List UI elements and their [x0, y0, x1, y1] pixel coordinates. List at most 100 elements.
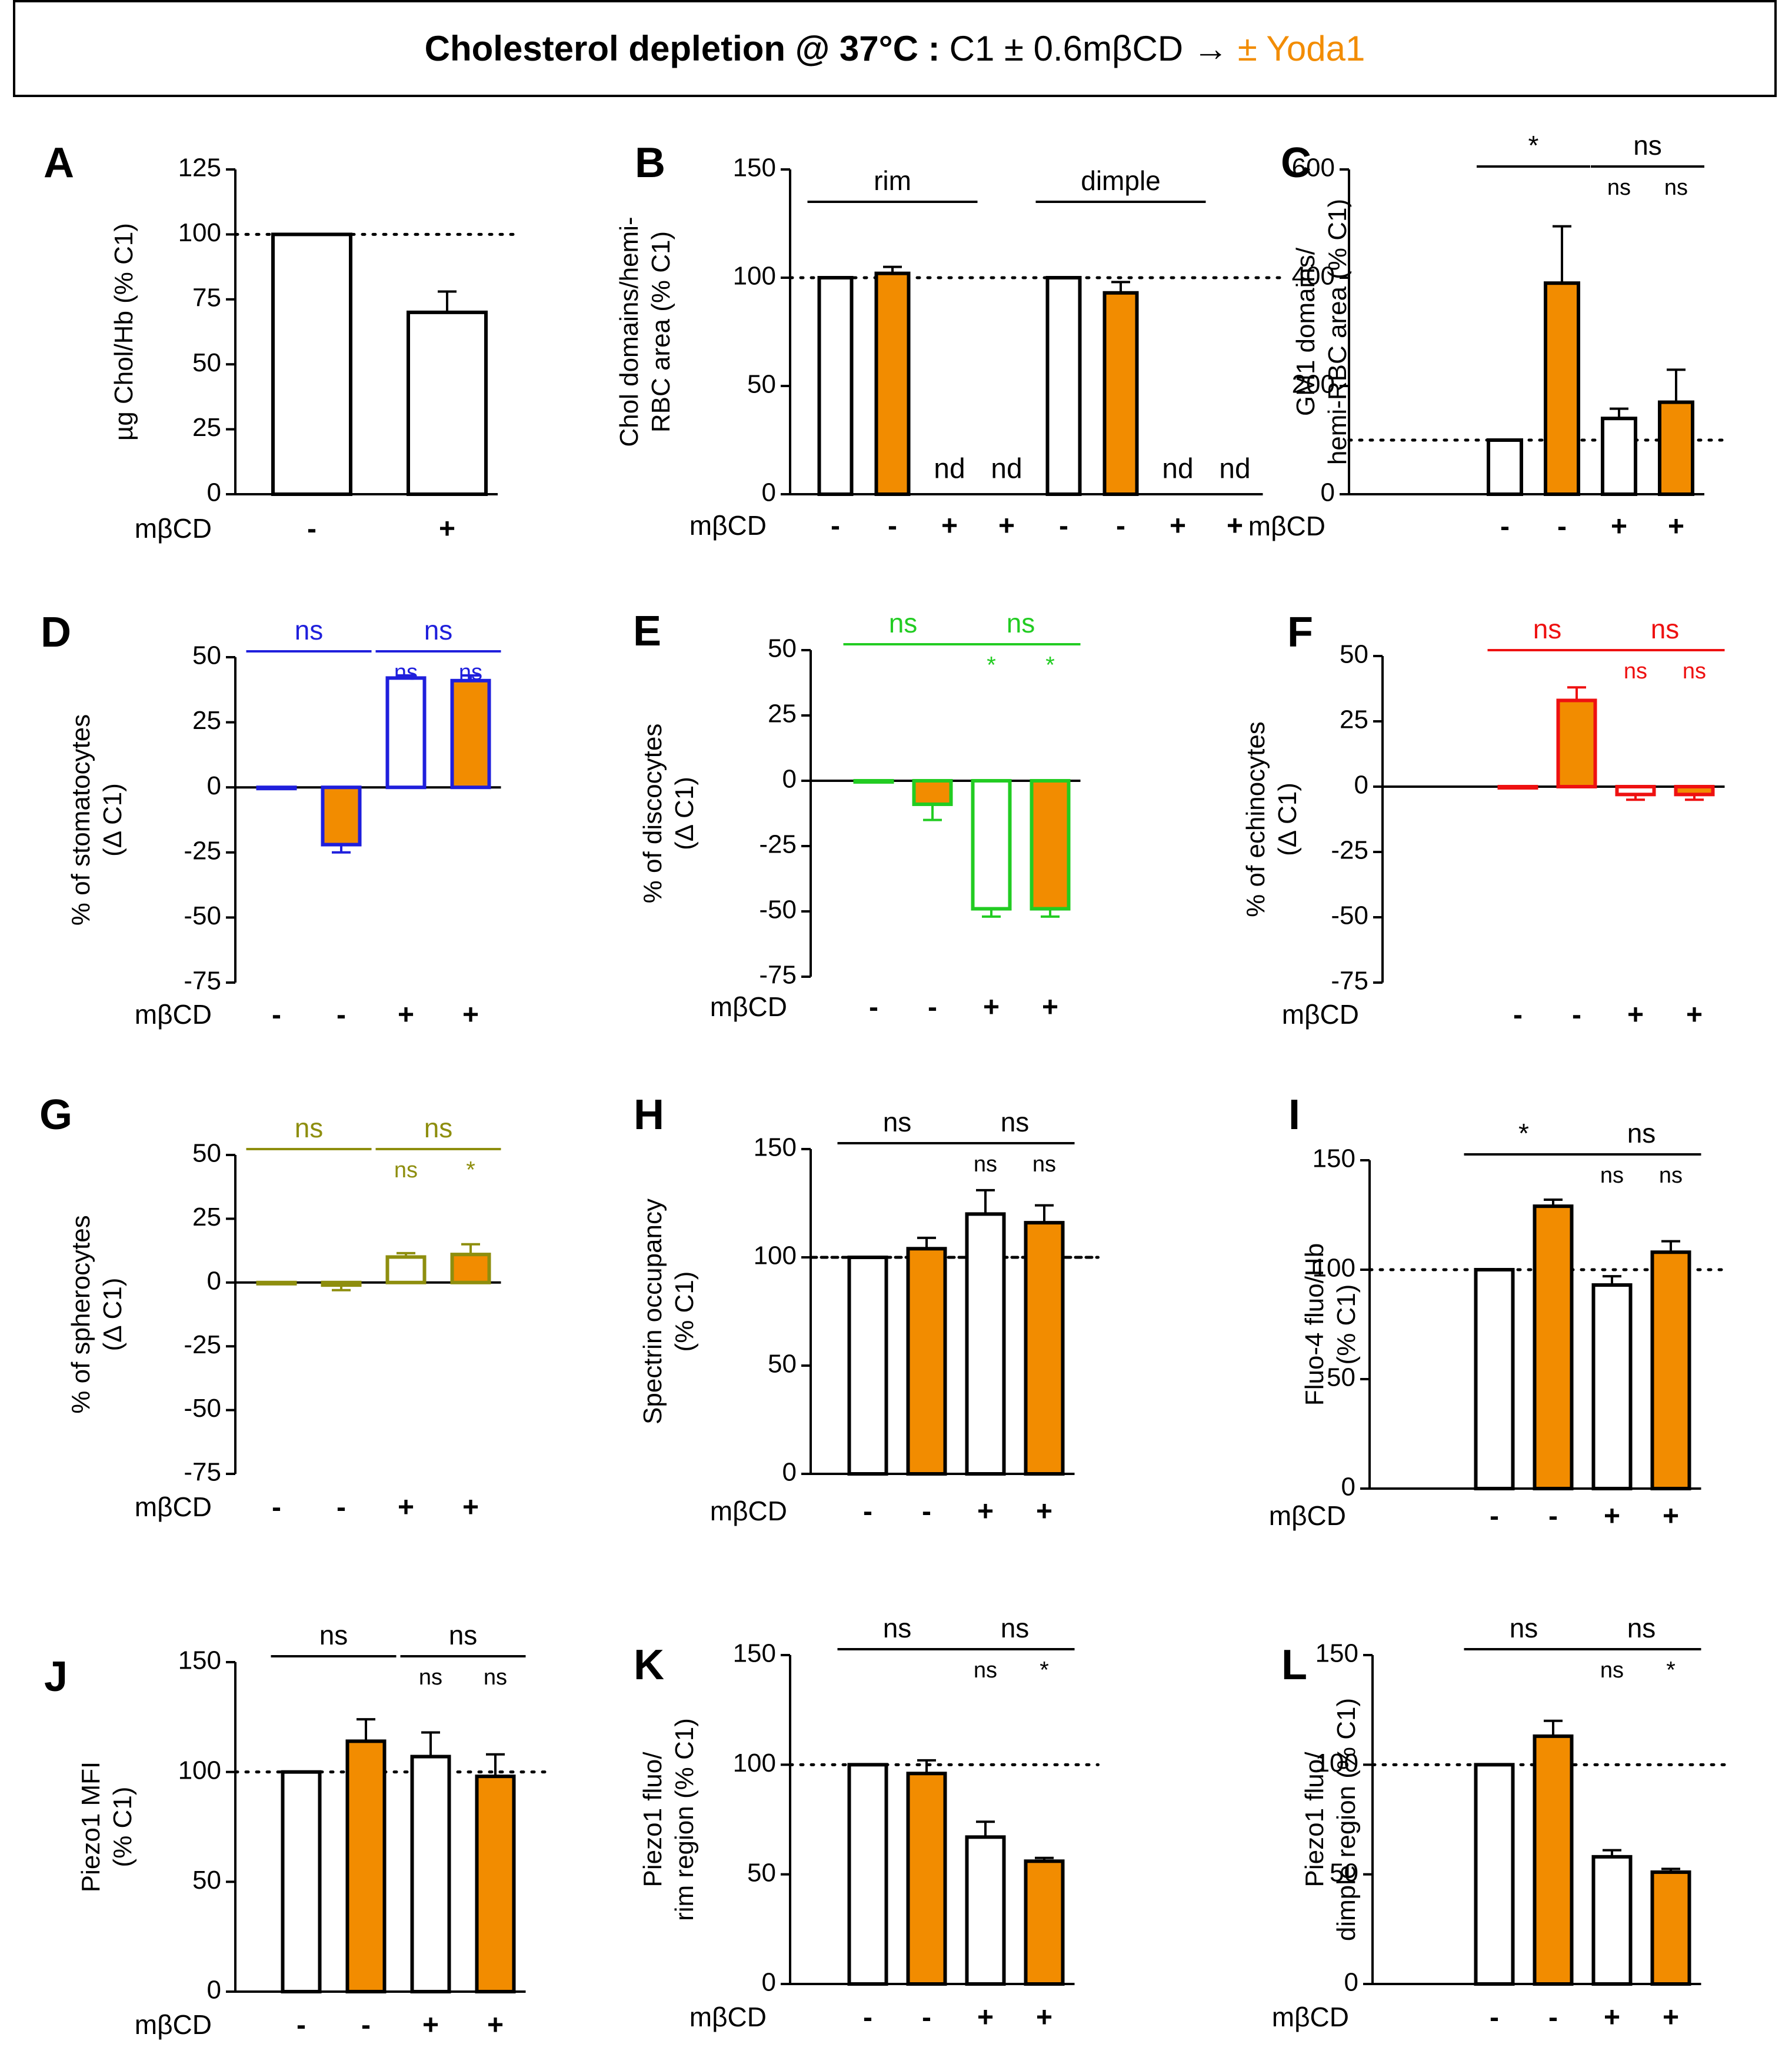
treatment-label: mβCD — [1272, 2002, 1349, 2032]
bar — [1045, 276, 1082, 496]
treatment-value: + — [1036, 1496, 1052, 1527]
y-tick-label: 25 — [192, 1203, 221, 1231]
y-axis-label-line: Piezo1 fluo/ — [1300, 1752, 1329, 1887]
panel-l: L 0 50 100 150 Piezo1 fluo/dimple region (% C… — [1272, 1613, 1726, 2033]
y-tick-label: 25 — [768, 700, 797, 728]
panel-letter: A — [44, 139, 74, 187]
treatment-value: + — [1042, 992, 1058, 1023]
treatment-label: mβCD — [135, 1492, 212, 1522]
bar — [1533, 1204, 1574, 1491]
significance-label: ns — [1007, 608, 1035, 638]
treatment-value: - — [337, 1000, 346, 1031]
bar — [450, 678, 491, 790]
bar — [1474, 1763, 1515, 1986]
y-tick-label: 50 — [768, 1350, 797, 1379]
panel-letter: D — [41, 609, 71, 656]
treatment-label: mβCD — [135, 999, 212, 1030]
treatment-value: + — [462, 1492, 479, 1523]
bar — [385, 676, 427, 790]
y-tick-label: 100 — [733, 262, 776, 291]
bar — [1024, 1859, 1065, 1986]
y-tick-label: 0 — [1344, 1968, 1358, 1997]
y-tick-label: 150 — [1315, 1639, 1358, 1668]
significance-label: dimple — [1081, 165, 1161, 196]
significance-label: ns — [319, 1620, 348, 1650]
bar — [1487, 438, 1523, 496]
y-axis-label: Fluo-4 fluo/Hb (% C1) — [1300, 1243, 1361, 1406]
treatment-value: - — [1548, 2002, 1558, 2033]
significance-label: ns — [1651, 614, 1680, 644]
header-bold: Cholesterol depletion @ 37°C : — [424, 29, 940, 68]
y-tick-label: -50 — [1331, 901, 1368, 930]
panel-letter: J — [44, 1653, 68, 1700]
bar-significance-label: * — [1666, 1657, 1676, 1683]
y-axis-label-line: RBC area (% C1) — [647, 231, 675, 432]
significance-label: ns — [424, 615, 453, 645]
treatment-value: + — [1686, 1000, 1703, 1031]
treatment-value: + — [398, 1492, 414, 1523]
treatment-value: + — [941, 511, 958, 542]
y-tick-label: 200 — [1292, 370, 1335, 399]
y-tick-label: 400 — [1292, 262, 1335, 291]
significance-label: ns — [1627, 1118, 1656, 1148]
bar — [450, 1253, 491, 1284]
treatment-value: - — [1500, 511, 1510, 542]
bar-significance-label: ns — [419, 1665, 442, 1690]
bar-significance-label: ns — [1664, 175, 1688, 200]
panel-f: F -75 -50 -25 0 25 50 % of echinocytes (Δ C1) mβC… — [1241, 609, 1725, 1031]
panel-i: I 0 50 100 150 Fluo-4 fluo/Hb (% C1) mβCD - - + + * n… — [1269, 1091, 1726, 1532]
header-yoda: ± Yoda1 — [1237, 29, 1365, 68]
bar — [1658, 400, 1694, 496]
bar — [271, 232, 352, 496]
y-tick-label: 50 — [1340, 640, 1368, 669]
panel-letter: I — [1288, 1091, 1300, 1138]
bar — [1544, 281, 1580, 496]
y-axis-label-line: (% C1) — [108, 1787, 137, 1867]
bar-significance-label: ns — [974, 1658, 997, 1683]
value-label-nd: nd — [1162, 454, 1193, 485]
treatment-label: mβCD — [135, 513, 212, 544]
y-tick-label: 0 — [1321, 478, 1335, 507]
y-tick-label: 50 — [192, 1866, 221, 1895]
bar-significance-label: ns — [1607, 175, 1631, 200]
y-tick-label: -75 — [184, 1458, 221, 1487]
bar — [874, 271, 911, 496]
y-axis-label-line: (% C1) — [1332, 1284, 1361, 1365]
bar-significance-label: ns — [484, 1665, 507, 1690]
panel-a: A 0 25 50 75 100 125 µg Chol/Hb (% C1) mβCD - + — [44, 139, 523, 545]
significance-label: ns — [1510, 1613, 1538, 1643]
y-tick-label: 0 — [1341, 1473, 1355, 1502]
y-axis-label-line: (Δ C1) — [670, 777, 699, 850]
bar — [965, 1212, 1006, 1476]
y-tick-label: 150 — [1313, 1144, 1355, 1173]
panel-h: H 0 50 100 150 Spectrin occupancy (% C1) mβCD - -… — [634, 1091, 1100, 1527]
y-tick-label: 25 — [1340, 705, 1368, 734]
y-tick-label: 50 — [747, 1858, 776, 1887]
panel-letter: B — [635, 139, 665, 187]
treatment-value: - — [361, 2010, 371, 2041]
y-tick-label: 0 — [207, 1976, 221, 2005]
bar — [1601, 417, 1637, 497]
treatment-value: + — [1663, 2002, 1679, 2033]
treatment-value: - — [272, 1000, 281, 1031]
y-tick-label: 100 — [178, 218, 221, 247]
y-tick-label: 50 — [768, 634, 797, 663]
y-tick-label: 100 — [1313, 1254, 1355, 1283]
significance-label: ns — [883, 1613, 912, 1643]
bar-significance-label: ns — [1032, 1152, 1056, 1177]
bar — [1674, 785, 1715, 797]
bar-significance-label: ns — [394, 660, 418, 685]
y-tick-label: -25 — [184, 836, 221, 865]
y-tick-label: 50 — [192, 1139, 221, 1168]
treatment-value: - — [297, 2010, 306, 2041]
bar — [847, 1256, 888, 1476]
y-tick-label: 50 — [192, 348, 221, 377]
y-tick-label: -25 — [184, 1330, 221, 1359]
treatment-value: - — [1513, 1000, 1523, 1031]
treatment-value: - — [1548, 1501, 1558, 1532]
y-axis-label-line: GM1 domains/ — [1291, 247, 1320, 416]
treatment-value: + — [983, 992, 1000, 1023]
treatment-value: - — [922, 1496, 931, 1527]
y-axis-label-line: hemi-RBC area (% C1) — [1323, 199, 1352, 465]
bar — [853, 779, 894, 784]
